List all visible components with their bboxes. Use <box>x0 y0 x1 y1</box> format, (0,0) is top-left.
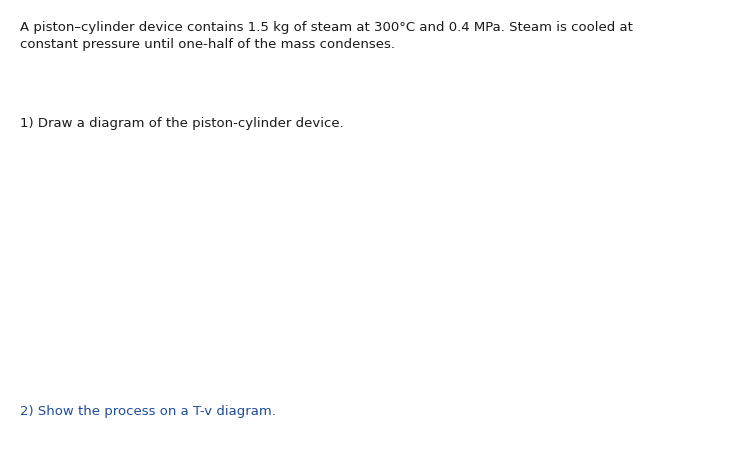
Text: A piston–cylinder device contains 1.5 kg of steam at 300°C and 0.4 MPa. Steam is: A piston–cylinder device contains 1.5 kg… <box>20 21 632 51</box>
Text: 2) Show the process on a T-v diagram.: 2) Show the process on a T-v diagram. <box>20 405 276 418</box>
Text: 1) Draw a diagram of the piston-cylinder device.: 1) Draw a diagram of the piston-cylinder… <box>20 117 343 130</box>
